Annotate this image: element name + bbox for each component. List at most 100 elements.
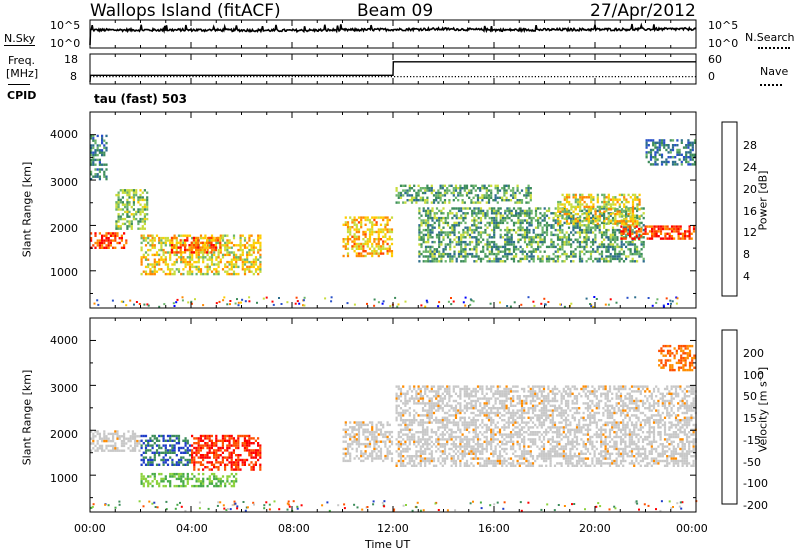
velocity-cell — [463, 419, 466, 422]
power-cell — [197, 248, 200, 252]
power-cell — [124, 205, 127, 209]
power-cell — [259, 256, 262, 259]
power-cell — [550, 226, 553, 229]
velocity-cell — [454, 404, 458, 407]
power-cell — [685, 158, 688, 161]
power-cell — [424, 255, 428, 258]
power-cell — [642, 216, 645, 220]
velocity-cell — [426, 385, 429, 388]
power-cell — [682, 156, 686, 159]
velocity-cell — [454, 443, 458, 446]
power-noise-cell — [647, 297, 650, 299]
power-cell — [666, 237, 669, 240]
velocity-cell — [446, 390, 449, 393]
power-cell — [175, 246, 178, 249]
velocity-cell — [217, 454, 220, 457]
power-cell — [195, 256, 198, 259]
power-cell — [463, 201, 466, 204]
velocity-cell — [241, 463, 244, 466]
power-cell — [649, 148, 653, 152]
velocity-cbar-tick-neg100: -100 — [743, 477, 768, 490]
power-cell — [453, 228, 456, 232]
velocity-cell — [468, 397, 471, 400]
velocity-cell — [430, 397, 433, 400]
power-cell — [435, 219, 439, 222]
power-cell — [537, 221, 540, 225]
velocity-cell — [259, 451, 262, 454]
velocity-cell — [257, 451, 260, 454]
velocity-cell — [437, 399, 440, 403]
velocity-cell — [390, 440, 394, 443]
velocity-cell — [402, 455, 405, 458]
power-cell — [362, 216, 365, 219]
velocity-cell — [452, 431, 455, 434]
velocity-cell — [424, 428, 427, 431]
power-cell — [379, 245, 383, 248]
power-cell — [195, 241, 198, 244]
power-cell — [169, 239, 172, 242]
power-cell — [497, 257, 500, 261]
power-cell — [607, 196, 610, 199]
velocity-cell — [452, 450, 455, 453]
velocity-cell — [230, 437, 233, 440]
power-cell — [567, 243, 571, 246]
velocity-cell — [421, 395, 425, 398]
power-cell — [449, 212, 452, 215]
power-cell — [517, 219, 520, 222]
velocity-cell — [243, 437, 246, 440]
power-cell — [257, 241, 260, 245]
velocity-cell — [443, 416, 447, 419]
power-cell — [512, 224, 516, 227]
power-cell — [504, 212, 507, 215]
power-cell — [633, 252, 637, 256]
power-cell — [415, 201, 418, 204]
power-cell — [554, 221, 557, 225]
power-cell — [508, 231, 511, 234]
power-cell — [351, 218, 354, 222]
velocity-cell — [399, 411, 403, 415]
power-cell — [585, 217, 588, 221]
velocity-cell — [131, 437, 134, 440]
power-cell — [594, 236, 597, 239]
velocity-cell — [395, 450, 398, 453]
power-cell — [195, 272, 198, 276]
power-cell — [160, 256, 163, 259]
power-cell — [420, 238, 423, 241]
power-cell — [576, 203, 580, 206]
power-noise-cell — [559, 303, 562, 306]
power-noise-cell — [302, 304, 304, 307]
power-cell — [237, 248, 240, 252]
velocity-cell — [166, 449, 170, 452]
velocity-cell — [250, 456, 253, 459]
power-noise-cell — [604, 303, 607, 306]
velocity-cell — [406, 455, 409, 458]
velocity-ytick-2000: 2000 — [50, 428, 78, 441]
velocity-cell — [114, 432, 117, 436]
power-cell — [611, 248, 615, 251]
velocity-cell — [144, 463, 148, 466]
power-cell — [607, 193, 610, 197]
velocity-cell — [239, 434, 242, 438]
power-cell — [665, 160, 668, 164]
power-cell — [377, 242, 380, 246]
velocity-cell — [123, 449, 126, 452]
power-cell — [442, 226, 445, 229]
power-cell — [219, 244, 222, 247]
power-cell — [382, 228, 385, 231]
power-cell — [633, 231, 637, 234]
velocity-cell — [364, 450, 367, 453]
power-cell — [141, 217, 144, 221]
velocity-cell — [188, 444, 192, 447]
velocity-cell — [364, 430, 367, 434]
power-cell — [160, 244, 163, 247]
velocity-cell — [441, 419, 444, 422]
power-cell — [479, 187, 482, 190]
velocity-cell — [415, 392, 418, 395]
power-cell — [590, 193, 593, 197]
velocity-cell — [439, 450, 442, 453]
power-cell — [660, 144, 664, 147]
velocity-cell — [421, 457, 425, 460]
power-cell — [235, 253, 238, 257]
power-cell — [107, 237, 110, 240]
